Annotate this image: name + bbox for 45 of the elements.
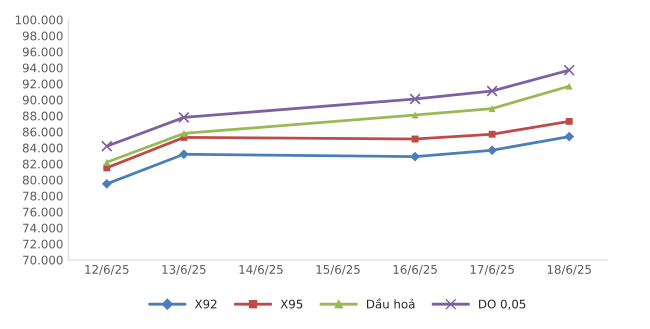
legend-label: X92 xyxy=(194,300,216,308)
x-tick-label: 14/6/25 xyxy=(239,264,283,275)
x-tick-label: 17/6/25 xyxy=(470,264,514,275)
point xyxy=(488,130,496,138)
point xyxy=(564,64,575,76)
point xyxy=(101,140,112,152)
point xyxy=(412,112,419,118)
point xyxy=(410,152,420,162)
y-tick-label: 74.000 xyxy=(23,224,63,233)
point xyxy=(409,93,421,105)
y-tick-label: 76.000 xyxy=(23,208,63,217)
point xyxy=(488,105,496,112)
x-tick-label: 16/6/25 xyxy=(394,264,437,275)
point xyxy=(486,85,498,97)
point xyxy=(180,130,188,137)
y-tick-label: 84.000 xyxy=(22,144,63,152)
y-tick-label: 70.000 xyxy=(23,256,63,265)
y-tick-label: 98.000 xyxy=(22,31,63,40)
point xyxy=(102,178,112,189)
y-tick-label: 86.000 xyxy=(22,128,63,136)
y-tick-label: 82.000 xyxy=(22,160,63,168)
y-tick-label: 80.000 xyxy=(22,176,63,185)
point xyxy=(178,112,190,124)
point xyxy=(566,82,573,90)
point xyxy=(487,145,498,156)
point xyxy=(412,136,419,142)
point xyxy=(103,158,110,166)
y-tick-label: 100.000 xyxy=(16,15,63,24)
x-tick-label: 18/6/25 xyxy=(548,264,591,275)
y-tick-label: 88.000 xyxy=(22,112,63,120)
legend-label: DO 0,05 xyxy=(479,300,526,310)
x-tick-label: 15/6/25 xyxy=(316,264,360,275)
point xyxy=(564,132,574,142)
x-tick-label: 12/6/25 xyxy=(85,264,129,275)
legend-label: Dầu hoả xyxy=(367,298,414,308)
x-tick-label: 13/6/25 xyxy=(162,264,206,275)
y-tick-label: 72.000 xyxy=(23,240,63,249)
y-tick-label: 78.000 xyxy=(23,192,63,201)
y-tick-label: 90.000 xyxy=(22,96,63,104)
point xyxy=(178,149,189,160)
y-tick-label: 96.000 xyxy=(22,47,63,56)
legend-label: X95 xyxy=(280,300,302,308)
point xyxy=(566,118,573,125)
y-tick-label: 92.000 xyxy=(22,80,63,88)
y-tick-label: 94.000 xyxy=(22,63,63,72)
